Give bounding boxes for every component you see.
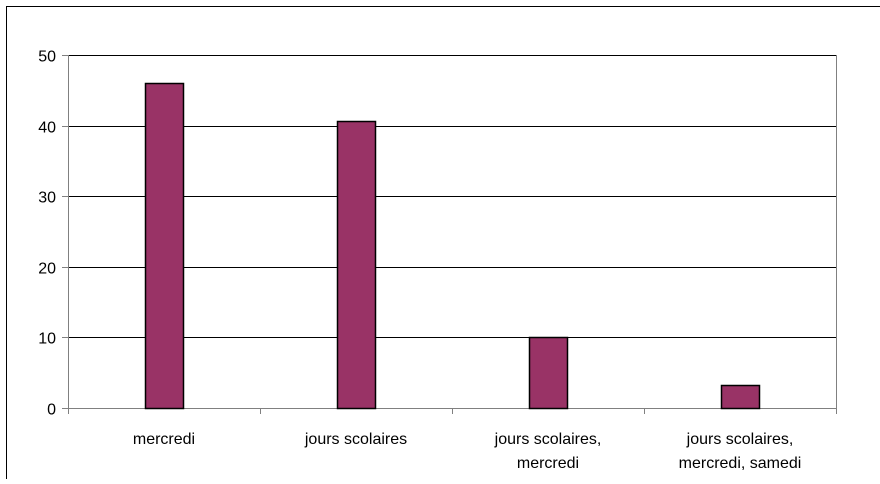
bar — [530, 338, 568, 409]
y-tick-label: 10 — [38, 331, 56, 348]
x-tick-label: mercredi, samedi — [679, 455, 802, 472]
y-tick-label: 30 — [38, 190, 56, 207]
x-tick-label: jours scolaires — [304, 431, 407, 448]
bar — [722, 386, 760, 409]
x-tick-label: jours scolaires, — [494, 431, 602, 448]
x-tick-label: jours scolaires, — [686, 431, 794, 448]
x-tick-label: mercredi — [133, 431, 195, 448]
bar — [146, 84, 184, 409]
bar — [338, 122, 376, 409]
y-tick-label: 40 — [38, 120, 56, 137]
y-tick-label: 20 — [38, 261, 56, 278]
y-tick-label: 50 — [38, 49, 56, 66]
x-tick-label: mercredi — [517, 455, 579, 472]
y-tick-label: 0 — [47, 402, 56, 419]
